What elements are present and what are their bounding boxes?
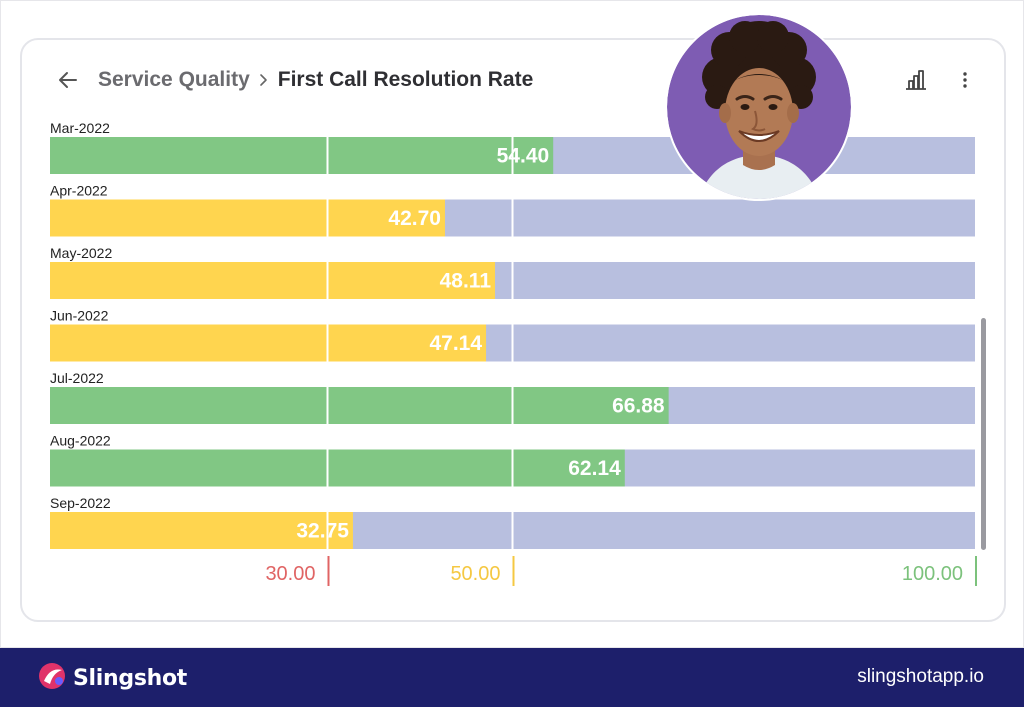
data-label: 62.14 — [568, 457, 621, 480]
bar — [50, 387, 669, 424]
website-link[interactable]: slingshotapp.io — [857, 666, 984, 687]
brand-name: Slingshot — [73, 665, 188, 691]
more-vertical-icon[interactable] — [951, 66, 979, 94]
category-label: Apr-2022 — [50, 183, 108, 199]
bar — [50, 324, 487, 362]
bar — [50, 262, 496, 299]
data-label: 54.40 — [497, 145, 550, 168]
category-label: May-2022 — [50, 245, 112, 261]
tick-label: 50.00 — [450, 563, 500, 585]
data-label: 32.75 — [296, 520, 349, 543]
tick-label: 30.00 — [265, 563, 315, 585]
breadcrumb-parent[interactable]: Service Quality — [98, 68, 250, 91]
data-label: 48.11 — [440, 270, 492, 293]
scrollbar[interactable] — [981, 318, 986, 550]
category-label: Aug-2022 — [50, 433, 111, 449]
category-label: Sep-2022 — [50, 495, 111, 511]
bar-chart-icon[interactable] — [902, 66, 930, 94]
page-title: First Call Resolution Rate — [277, 68, 534, 91]
slingshot-logo-icon — [38, 662, 66, 695]
tick-label: 100.00 — [902, 563, 963, 585]
brand[interactable]: Slingshot — [38, 662, 187, 694]
data-label: 47.14 — [429, 332, 482, 355]
data-label: 42.70 — [388, 207, 441, 230]
bar — [50, 512, 353, 549]
data-label: 66.88 — [612, 395, 665, 418]
category-label: Mar-2022 — [50, 120, 110, 136]
bar — [50, 449, 625, 487]
breadcrumb: Service Quality First Call Resolution Ra… — [56, 60, 533, 100]
arrow-left-icon[interactable] — [56, 66, 84, 94]
avatar — [667, 15, 851, 199]
chevron-right-icon — [258, 73, 268, 87]
bar — [50, 137, 554, 174]
bar — [50, 199, 445, 237]
footer-bar: Slingshot slingshotapp.io — [0, 648, 1024, 707]
category-label: Jun-2022 — [50, 308, 109, 324]
category-label: Jul-2022 — [50, 370, 104, 386]
